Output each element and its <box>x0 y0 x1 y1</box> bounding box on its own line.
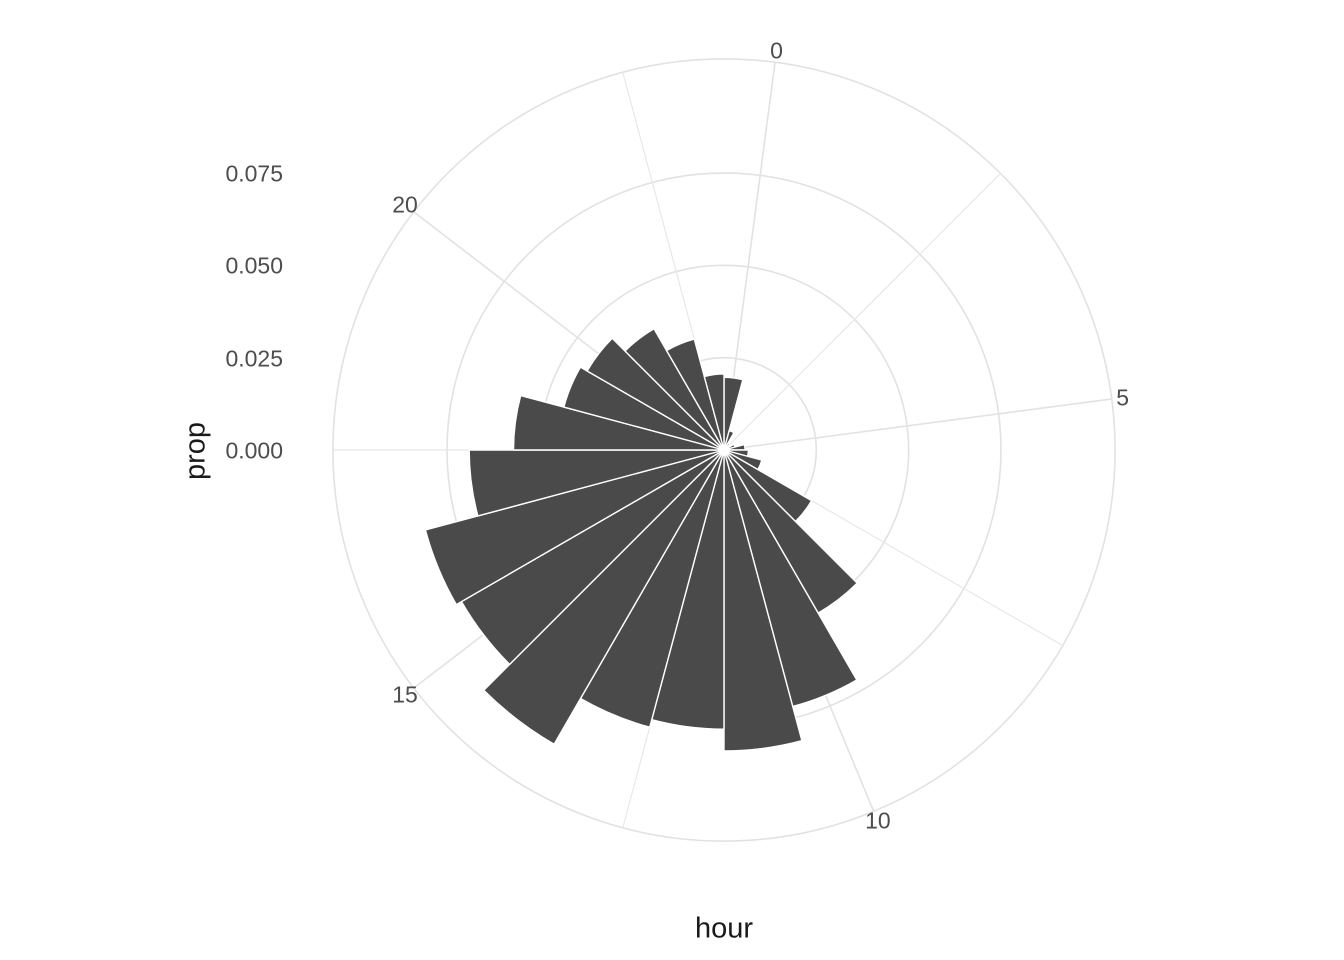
bar-hour-22 <box>665 338 725 451</box>
y-tick-label-0.000: 0.000 <box>225 437 283 464</box>
bar-hour-17 <box>468 449 725 517</box>
bar-hour-14 <box>483 449 725 745</box>
bar-hour-16 <box>424 449 725 606</box>
bar-hour-19 <box>563 366 725 451</box>
bar-hour-21 <box>624 328 725 451</box>
x-tick-label-5: 5 <box>1116 384 1130 411</box>
y-tick-label-0.025: 0.025 <box>225 345 283 372</box>
bar-hour-11 <box>723 449 803 752</box>
x-axis-title: hour <box>694 912 754 945</box>
bar-hour-23 <box>703 373 725 451</box>
bar-hour-20 <box>586 337 725 451</box>
x-tick-label-20: 20 <box>392 191 418 218</box>
x-tick-label-15: 15 <box>392 681 418 708</box>
y-tick-label-0.050: 0.050 <box>225 252 283 279</box>
x-tick-label-10: 10 <box>865 807 891 834</box>
x-tick-label-0: 0 <box>770 37 783 64</box>
y-tick-label-0.075: 0.075 <box>225 160 283 187</box>
minor-spoke-2.5 <box>723 173 1001 451</box>
y-axis-title: prop <box>179 421 212 481</box>
major-spoke-5 <box>723 398 1112 451</box>
